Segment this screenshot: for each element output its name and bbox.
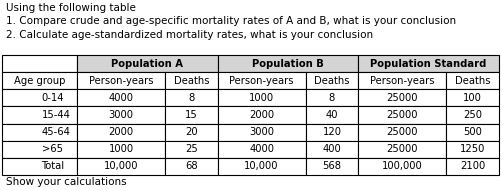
Text: Person-years: Person-years [89, 76, 153, 86]
Text: 10,000: 10,000 [244, 161, 279, 172]
Bar [446, 141, 499, 158]
Text: 120: 120 [323, 127, 342, 137]
Bar [77, 89, 165, 106]
Text: Person-years: Person-years [229, 76, 294, 86]
Bar [446, 89, 499, 106]
Bar [218, 72, 306, 89]
Text: 10,000: 10,000 [104, 161, 138, 172]
Text: 400: 400 [323, 144, 341, 154]
Text: 40: 40 [326, 110, 338, 120]
Text: Population A: Population A [111, 59, 183, 69]
Bar [165, 141, 218, 158]
Text: 0-14: 0-14 [42, 93, 64, 103]
Bar [306, 89, 358, 106]
Bar [165, 106, 218, 124]
Bar [306, 72, 358, 89]
Text: 1000: 1000 [249, 93, 274, 103]
Bar [218, 141, 306, 158]
Bar [218, 89, 306, 106]
Text: 1000: 1000 [108, 144, 134, 154]
Bar [77, 141, 165, 158]
Text: Deaths: Deaths [173, 76, 209, 86]
Bar [358, 55, 499, 72]
Bar [77, 72, 165, 89]
Bar [77, 106, 165, 124]
Text: Age group: Age group [14, 76, 65, 86]
Bar [218, 124, 306, 141]
Text: 1250: 1250 [460, 144, 485, 154]
Bar [2, 141, 77, 158]
Bar [2, 106, 77, 124]
Text: 250: 250 [463, 110, 482, 120]
Text: 68: 68 [185, 161, 197, 172]
Text: Person-years: Person-years [370, 76, 434, 86]
Bar [165, 72, 218, 89]
Text: 2100: 2100 [460, 161, 485, 172]
Text: 1. Compare crude and age-specific mortality rates of A and B, what is your concl: 1. Compare crude and age-specific mortal… [6, 16, 456, 26]
Bar [77, 55, 218, 72]
Bar [165, 158, 218, 175]
Bar [218, 158, 306, 175]
Bar [446, 72, 499, 89]
Text: 100: 100 [463, 93, 482, 103]
Text: Total: Total [42, 161, 65, 172]
Text: Show your calculations: Show your calculations [6, 177, 127, 187]
Text: 3000: 3000 [109, 110, 133, 120]
Bar [358, 72, 446, 89]
Text: 3000: 3000 [249, 127, 274, 137]
Text: Population Standard: Population Standard [370, 59, 487, 69]
Text: 25000: 25000 [386, 93, 418, 103]
Bar [358, 106, 446, 124]
Bar [77, 124, 165, 141]
Text: 4000: 4000 [249, 144, 274, 154]
Bar [358, 141, 446, 158]
Text: 2. Calculate age-standardized mortality rates, what is your conclusion: 2. Calculate age-standardized mortality … [6, 30, 373, 40]
Text: 4000: 4000 [109, 93, 133, 103]
Bar [306, 141, 358, 158]
Bar [358, 158, 446, 175]
Bar [358, 89, 446, 106]
Text: 25000: 25000 [386, 127, 418, 137]
Bar [165, 89, 218, 106]
Bar [446, 124, 499, 141]
Text: >65: >65 [42, 144, 63, 154]
Bar [306, 124, 358, 141]
Text: 2000: 2000 [108, 127, 134, 137]
Bar [446, 106, 499, 124]
Text: 8: 8 [329, 93, 335, 103]
Text: Deaths: Deaths [455, 76, 490, 86]
Text: 500: 500 [463, 127, 482, 137]
Bar [77, 158, 165, 175]
Bar [2, 89, 77, 106]
Bar [2, 158, 77, 175]
Text: 25: 25 [185, 144, 198, 154]
Text: 8: 8 [188, 93, 194, 103]
Text: 568: 568 [323, 161, 342, 172]
Text: 45-64: 45-64 [42, 127, 71, 137]
Text: 15-44: 15-44 [42, 110, 71, 120]
Text: 25000: 25000 [386, 144, 418, 154]
Bar [358, 124, 446, 141]
Text: Using the following table: Using the following table [6, 3, 136, 13]
Bar [306, 106, 358, 124]
Text: 25000: 25000 [386, 110, 418, 120]
Bar [2, 55, 77, 72]
Bar [218, 106, 306, 124]
Bar [446, 158, 499, 175]
Text: Population B: Population B [252, 59, 324, 69]
Bar [218, 55, 358, 72]
Text: 15: 15 [185, 110, 198, 120]
Bar [2, 124, 77, 141]
Bar [165, 124, 218, 141]
Text: 20: 20 [185, 127, 197, 137]
Bar [306, 158, 358, 175]
Text: 100,000: 100,000 [382, 161, 423, 172]
Text: Deaths: Deaths [314, 76, 350, 86]
Text: 2000: 2000 [249, 110, 274, 120]
Bar [2, 72, 77, 89]
